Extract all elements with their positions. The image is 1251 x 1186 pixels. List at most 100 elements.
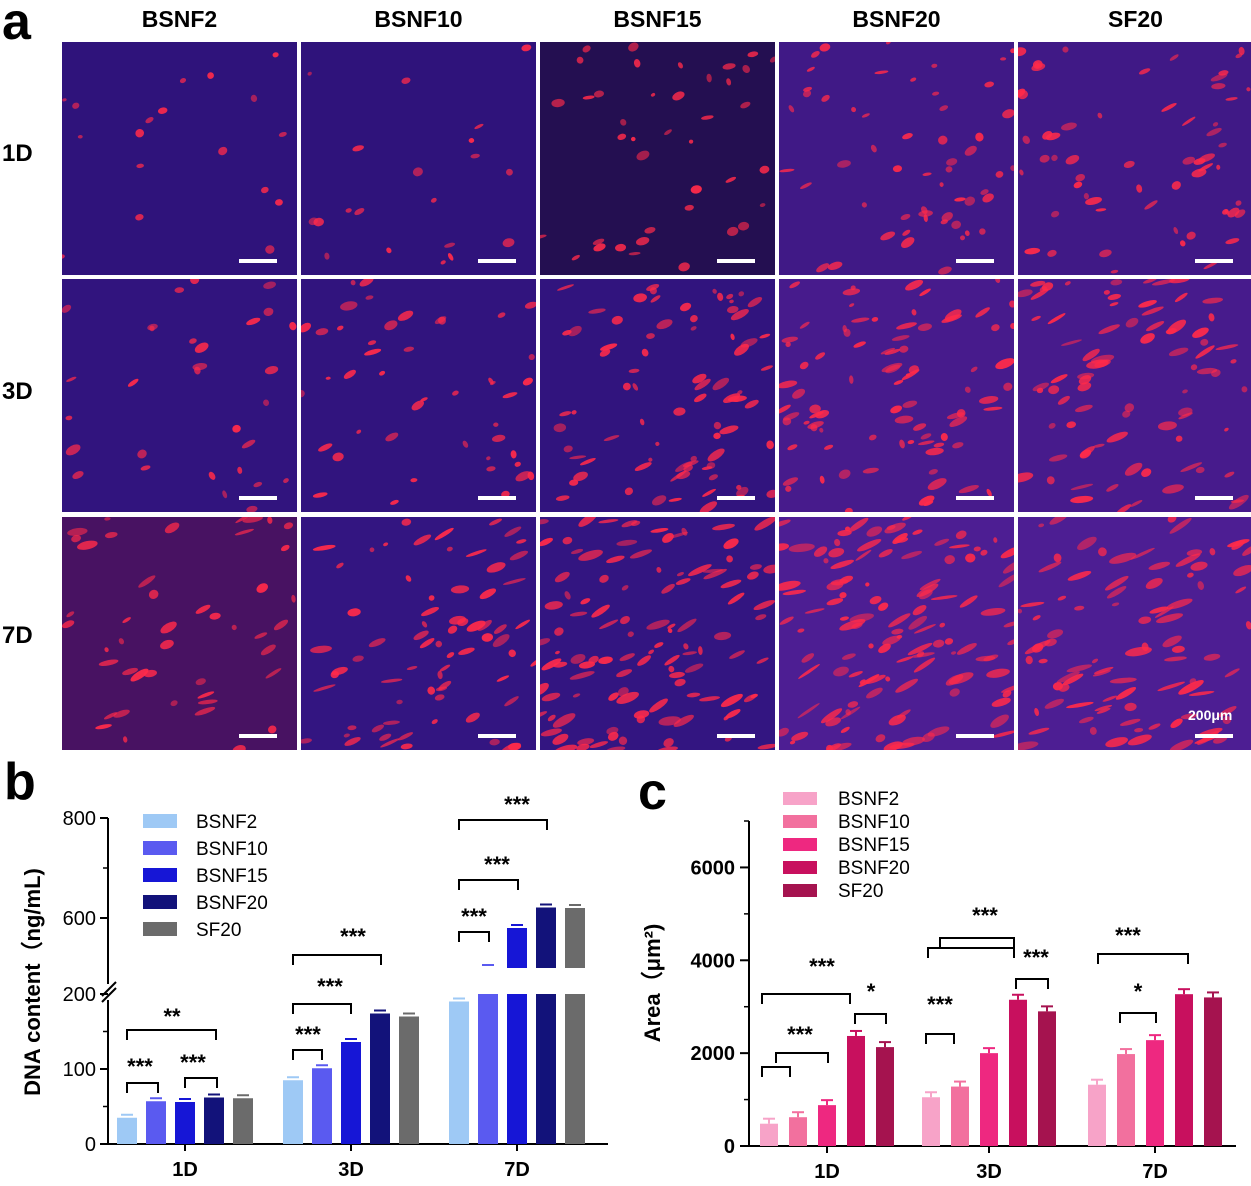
b-bar-bsnf15 (507, 994, 527, 1144)
c-bar-bsnf15 (818, 1105, 836, 1146)
b-y-tick-label: 100 (63, 1059, 96, 1081)
b-significance-mark: *** (340, 924, 366, 949)
c-bar-bsnf10 (789, 1117, 807, 1146)
b-bar-bsnf20-upper (536, 907, 556, 968)
c-significance-mark: *** (1115, 923, 1141, 948)
c-significance-bracket (925, 1033, 955, 1044)
c-bar-bsnf20 (1009, 999, 1027, 1146)
b-bar-bsnf20 (370, 1013, 390, 1144)
scale-bar (478, 259, 516, 263)
c-legend-swatch-bsnf2 (783, 792, 817, 805)
c-significance-mark: *** (972, 903, 998, 928)
scale-bar (717, 259, 755, 263)
b-legend-swatch-sf20 (143, 922, 177, 936)
micrograph-bsnf20-1d (779, 42, 1014, 275)
b-bar-bsnf10 (312, 1068, 332, 1144)
b-x-tick-label: 3D (338, 1159, 364, 1181)
b-significance-bracket (458, 931, 490, 942)
b-significance-bracket (292, 1049, 323, 1060)
c-bar-sf20 (876, 1047, 894, 1146)
b-x-tick-label: 7D (504, 1159, 530, 1181)
scale-bar (956, 259, 994, 263)
b-significance-mark: ** (163, 1004, 181, 1029)
column-label-sf20: SF20 (1108, 6, 1163, 32)
b-x-tick-label: 1D (172, 1159, 198, 1181)
c-bar-bsnf10 (1117, 1054, 1135, 1146)
c-bar-bsnf2 (922, 1097, 940, 1146)
c-legend-swatch-bsnf20 (783, 861, 817, 874)
c-x-tick-label: 7D (1142, 1161, 1168, 1183)
micrograph-bsnf15-1d (540, 42, 775, 275)
c-significance-mark: *** (787, 1022, 813, 1047)
micrograph-bsnf10-1d (301, 42, 536, 275)
c-legend-label: BSNF15 (838, 835, 910, 856)
scale-bar (717, 496, 755, 500)
panel-c-letter: c (638, 763, 667, 821)
micrograph-sf20-7d (1018, 517, 1251, 750)
micrograph-bsnf20-7d (779, 517, 1014, 750)
c-significance-mark: *** (1023, 945, 1049, 970)
b-significance-mark: *** (127, 1054, 153, 1079)
scale-bar (239, 734, 277, 738)
c-bar-sf20 (1204, 997, 1222, 1146)
b-y-tick-label: 0 (85, 1134, 96, 1156)
micrograph-bsnf10-7d (301, 517, 536, 750)
c-significance-mark: *** (927, 992, 953, 1017)
scale-bar (956, 734, 994, 738)
b-legend-swatch-bsnf2 (143, 814, 177, 828)
b-significance-mark: *** (180, 1050, 206, 1075)
scale-bar (1195, 734, 1233, 738)
b-bar-bsnf15 (175, 1102, 195, 1144)
b-bar-sf20-upper (565, 908, 585, 968)
c-bar-bsnf20 (847, 1035, 865, 1146)
b-bar-bsnf20 (204, 1097, 224, 1144)
panel-a-letter: a (2, 0, 31, 51)
c-legend-swatch-sf20 (783, 884, 817, 897)
scale-bar (239, 259, 277, 263)
c-significance-bracket (1119, 1012, 1157, 1023)
b-bar-bsnf2 (449, 1001, 469, 1144)
micrograph-sf20-3d (1018, 279, 1251, 512)
c-y-tick-label: 2000 (691, 1043, 736, 1065)
panel-b-letter: b (4, 753, 36, 811)
c-legend-label: BSNF10 (838, 812, 910, 833)
c-bar-bsnf15 (980, 1053, 998, 1146)
c-y-tick-label: 4000 (691, 950, 736, 972)
b-significance-bracket (458, 879, 519, 890)
b-significance-bracket (292, 954, 382, 965)
b-bar-sf20 (565, 994, 585, 1144)
b-significance-mark: *** (504, 792, 530, 817)
c-significance-bracket (1097, 953, 1189, 964)
micrograph-sf20-1d (1018, 42, 1251, 275)
scale-bar (239, 496, 277, 500)
c-bar-bsnf20 (1175, 994, 1193, 1146)
row-label-3d: 3D (2, 378, 33, 405)
b-bar-bsnf15 (341, 1042, 361, 1144)
scale-bar (478, 734, 516, 738)
c-significance-bracket (927, 947, 1015, 958)
micrograph-bsnf2-1d (62, 42, 297, 275)
row-label-1d: 1D (2, 140, 33, 167)
scale-bar (956, 496, 994, 500)
column-label-bsnf2: BSNF2 (141, 6, 218, 32)
b-bar-bsnf15-upper (507, 928, 527, 968)
b-legend-label: SF20 (196, 920, 241, 941)
column-label-bsnf20: BSNF20 (852, 6, 941, 32)
b-bar-bsnf10 (478, 994, 498, 1144)
c-significance-bracket (775, 1052, 829, 1063)
c-significance-mark: * (1134, 979, 1143, 1004)
c-y-tick-label: 6000 (691, 857, 736, 879)
b-bar-bsnf20 (536, 994, 556, 1144)
b-bar-sf20 (233, 1098, 253, 1144)
c-legend-label: BSNF20 (838, 858, 910, 879)
b-y-tick-label: 200 (63, 984, 96, 1006)
micrograph-bsnf15-3d (540, 279, 775, 512)
c-significance-mark: *** (809, 954, 835, 979)
micrograph-bsnf20-3d (779, 279, 1014, 512)
c-y-axis-label: Area（μm²) (640, 924, 665, 1043)
c-x-tick-label: 1D (814, 1161, 840, 1183)
b-legend-swatch-bsnf10 (143, 841, 177, 855)
micrograph-bsnf2-7d (62, 517, 297, 750)
b-y-axis-label: DNA content（ng/mL) (20, 868, 45, 1096)
